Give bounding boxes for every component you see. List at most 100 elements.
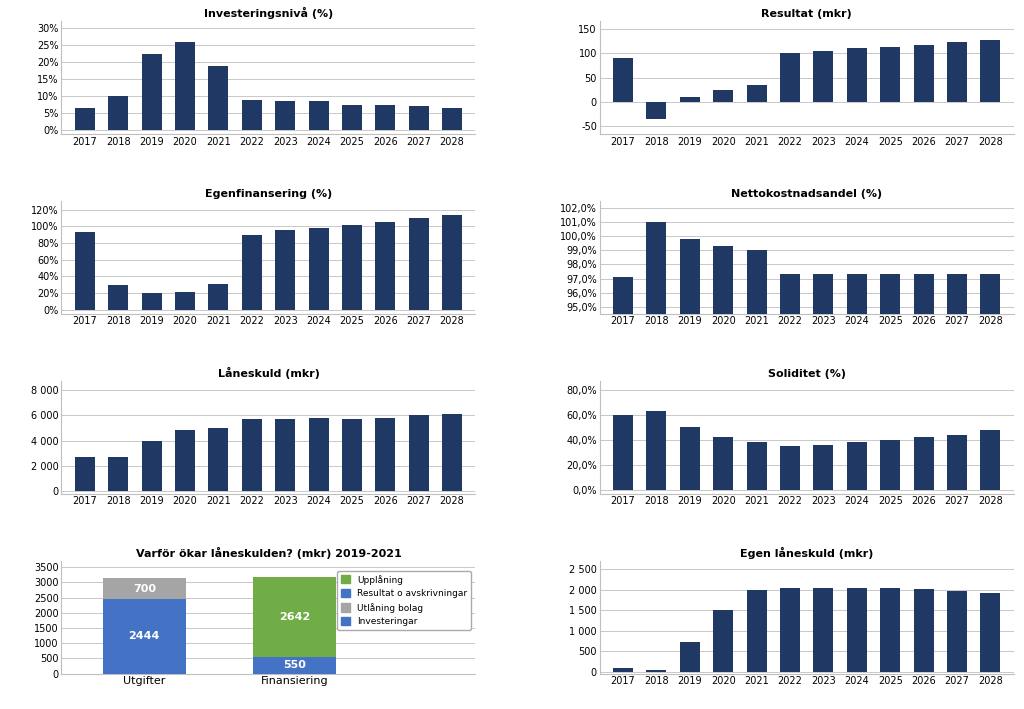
Bar <box>409 218 429 310</box>
Bar <box>308 228 329 310</box>
Bar <box>680 97 699 102</box>
Text: 550: 550 <box>284 660 306 670</box>
Bar <box>847 48 867 102</box>
Bar <box>913 274 934 709</box>
Bar <box>242 100 262 130</box>
Bar <box>308 101 329 130</box>
Bar <box>342 419 361 491</box>
Bar <box>646 102 667 119</box>
Bar <box>109 457 128 491</box>
Bar <box>746 590 767 671</box>
Bar <box>275 419 295 491</box>
Bar <box>208 428 228 491</box>
Bar <box>881 48 900 102</box>
Bar <box>746 85 767 102</box>
Bar <box>714 246 733 709</box>
Bar <box>308 418 329 491</box>
Bar <box>980 593 1000 671</box>
Bar <box>980 430 1000 490</box>
Title: Resultat (mkr): Resultat (mkr) <box>762 9 852 19</box>
Bar <box>813 274 834 709</box>
Bar <box>947 591 967 671</box>
Bar <box>780 588 800 671</box>
Bar <box>813 588 834 671</box>
Bar <box>141 440 162 491</box>
Bar <box>102 578 185 599</box>
Text: 2444: 2444 <box>129 632 160 642</box>
Bar <box>881 440 900 490</box>
Bar <box>75 232 95 310</box>
Bar <box>175 292 195 310</box>
Bar <box>913 437 934 490</box>
Bar <box>208 65 228 130</box>
Bar <box>746 250 767 709</box>
Bar <box>780 53 800 102</box>
Bar <box>442 216 462 310</box>
Bar <box>881 588 900 671</box>
Bar <box>847 442 867 490</box>
Bar <box>813 50 834 102</box>
Bar <box>275 101 295 130</box>
Bar <box>102 599 185 674</box>
Bar <box>253 657 336 674</box>
Bar <box>680 642 699 671</box>
Title: Egenfinansering (%): Egenfinansering (%) <box>205 189 332 199</box>
Bar <box>780 446 800 490</box>
Bar <box>714 90 733 102</box>
Bar <box>980 274 1000 709</box>
Bar <box>376 222 395 310</box>
Bar <box>913 589 934 671</box>
Title: Låneskuld (mkr): Låneskuld (mkr) <box>217 367 319 379</box>
Text: 700: 700 <box>133 584 156 593</box>
Bar <box>175 42 195 130</box>
Bar <box>913 45 934 102</box>
Bar <box>947 274 967 709</box>
Bar <box>813 445 834 490</box>
Title: Soliditet (%): Soliditet (%) <box>768 369 846 379</box>
Bar <box>646 411 667 490</box>
Bar <box>746 442 767 490</box>
Bar <box>253 576 336 657</box>
Bar <box>947 435 967 490</box>
Bar <box>141 54 162 130</box>
Title: Egen låneskuld (mkr): Egen låneskuld (mkr) <box>740 547 873 559</box>
Bar <box>376 418 395 491</box>
Bar <box>613 669 633 671</box>
Bar <box>376 105 395 130</box>
Bar <box>947 43 967 102</box>
Bar <box>342 225 361 310</box>
Bar <box>242 419 262 491</box>
Bar <box>409 106 429 130</box>
Bar <box>646 223 667 709</box>
Bar <box>109 96 128 130</box>
Bar <box>714 437 733 490</box>
Bar <box>881 274 900 709</box>
Bar <box>75 108 95 130</box>
Bar <box>242 235 262 310</box>
Bar <box>680 239 699 709</box>
Bar <box>75 457 95 491</box>
Bar <box>109 285 128 310</box>
Bar <box>275 230 295 310</box>
Title: Varför ökar låneskulden? (mkr) 2019-2021: Varför ökar låneskulden? (mkr) 2019-2021 <box>135 547 401 559</box>
Bar <box>613 58 633 102</box>
Bar <box>442 414 462 491</box>
Legend: Upplåning, Resultat o avskrivningar, Utlåning bolag, Investeringar: Upplåning, Resultat o avskrivningar, Utl… <box>337 571 471 630</box>
Bar <box>208 284 228 310</box>
Bar <box>680 428 699 490</box>
Bar <box>175 430 195 491</box>
Text: 2642: 2642 <box>280 612 310 622</box>
Title: Nettokostnadsandel (%): Nettokostnadsandel (%) <box>731 189 883 199</box>
Bar <box>714 610 733 671</box>
Bar <box>409 415 429 491</box>
Bar <box>141 293 162 310</box>
Bar <box>646 670 667 671</box>
Bar <box>780 274 800 709</box>
Bar <box>613 415 633 490</box>
Title: Investeringsnivå (%): Investeringsnivå (%) <box>204 7 333 19</box>
Bar <box>847 588 867 671</box>
Bar <box>613 277 633 709</box>
Bar <box>847 274 867 709</box>
Bar <box>442 108 462 130</box>
Bar <box>342 105 361 130</box>
